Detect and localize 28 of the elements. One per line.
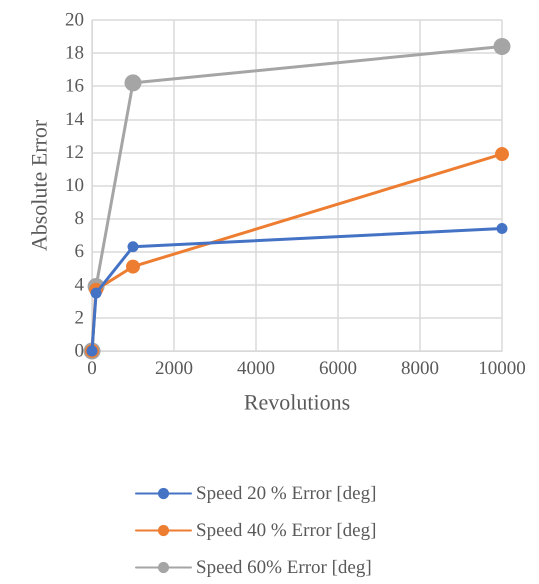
y-tick-label: 10	[65, 175, 84, 196]
point	[124, 74, 142, 92]
y-tick-label: 14	[65, 108, 84, 130]
point	[128, 241, 138, 252]
x-tick-label: 8000	[401, 358, 439, 379]
y-tick-label: 6	[74, 241, 84, 262]
point	[495, 147, 509, 162]
point	[494, 38, 510, 55]
x-tick-label: 10000	[478, 358, 526, 379]
y-tick-label: 2	[74, 307, 84, 328]
point	[496, 223, 508, 234]
y-tick-label: 4	[74, 274, 84, 296]
y-tick-label: 18	[65, 42, 84, 64]
x-axis-title: Revolutions	[244, 390, 350, 414]
y-tick-label: 8	[74, 208, 84, 230]
y-tick-label: 12	[65, 142, 84, 163]
point	[126, 260, 140, 274]
x-tick-label: 2000	[155, 358, 193, 379]
y-tick-label: 16	[65, 76, 84, 97]
y-tick-label: 0	[74, 340, 84, 362]
x-tick-label: 4000	[237, 358, 275, 379]
legend-label: Speed 20 % Error [deg]	[196, 483, 376, 504]
y-tick-label: 20	[65, 10, 84, 30]
legend-label: Speed 60% Error [deg]	[196, 557, 372, 578]
x-tick-label: 6000	[319, 358, 357, 379]
y-axis-title: Absolute Error	[26, 119, 52, 252]
point	[90, 288, 102, 299]
legend-label: Speed 40 % Error [deg]	[196, 520, 376, 541]
